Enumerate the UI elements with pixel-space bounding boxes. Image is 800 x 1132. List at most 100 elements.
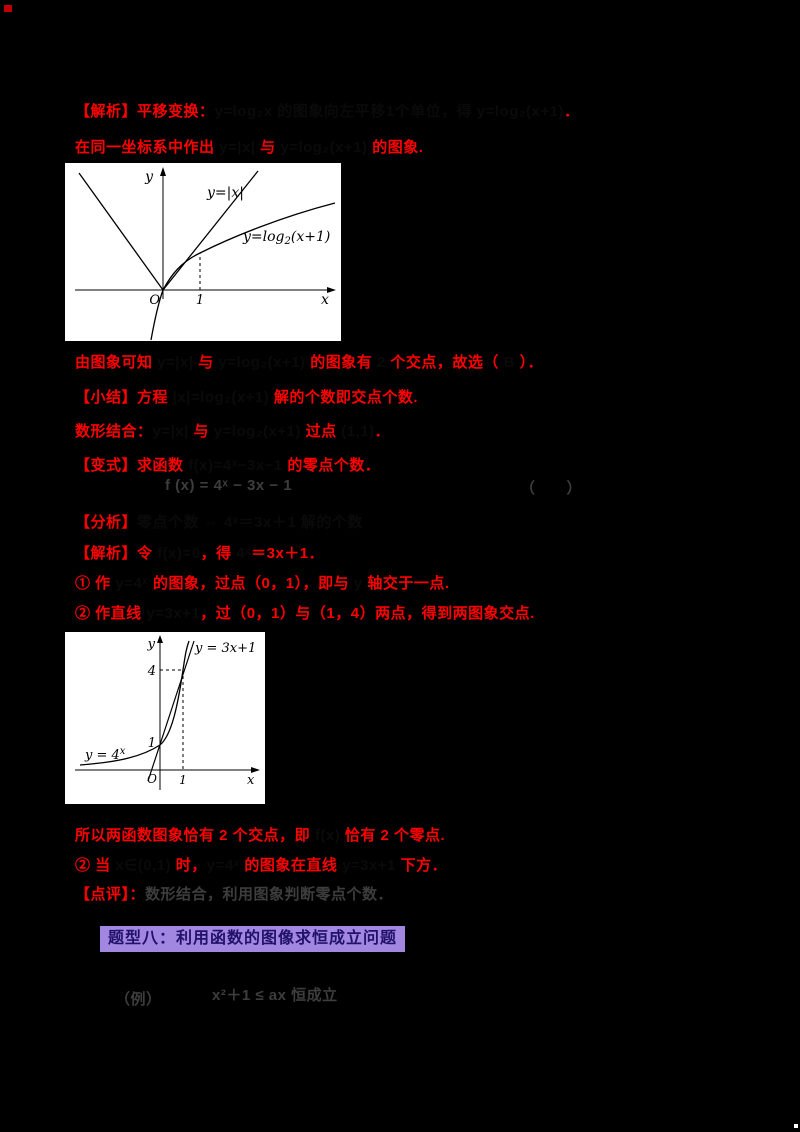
graph-background: [65, 632, 265, 804]
y-axis-label: y: [147, 637, 156, 652]
math-fragment: f(x)=4ˣ−3x−1: [188, 457, 283, 474]
text-fragment: ② 作直线: [75, 605, 147, 622]
math-fragment: y=log₂(x+1): [280, 139, 368, 156]
line-curve-label: y = 3x+1: [194, 641, 256, 656]
tick-1x-label: 1: [179, 773, 187, 787]
x-axis-label: x: [247, 773, 255, 788]
math-fragment: y=|x|: [157, 354, 194, 371]
math-fragment: f(x): [314, 827, 341, 844]
log-label-base: y=log: [242, 229, 285, 245]
graph-abs-vs-log: y x O 1 y=|x| y=log2(x+1): [65, 163, 341, 341]
text-fragment: 数形结合：: [75, 423, 153, 440]
label-jiexi: 【解析】平移变换：: [75, 103, 215, 120]
log-curve-label: y=log2(x+1): [242, 229, 330, 247]
text-fragment: 过点: [300, 423, 342, 440]
text-fragment: 所以两函数图象恰有 2 个交点，即: [75, 827, 315, 844]
section-header: 题型八：利用函数的图像求恒成立问题: [100, 926, 406, 952]
abs-curve-label: y=|x|: [206, 185, 244, 201]
summary-line: 【小结】方程 |x|=log₂(x+1) 解的个数即交点个数.: [75, 386, 418, 407]
result-line: 所以两函数图象恰有 2 个交点，即 f(x) 恰有 2 个零点.: [75, 824, 445, 845]
text-fragment: ① 作: [75, 575, 116, 592]
tick-4-label: 4: [147, 664, 156, 679]
label-xiaojie: 【小结】方程: [75, 389, 173, 406]
text-fragment: 恰有 2 个零点.: [340, 827, 446, 844]
text-fragment: （例）: [115, 991, 162, 1008]
math-fragment: y=4ˣ: [115, 575, 149, 592]
math-fragment: y=3x+1: [146, 605, 201, 622]
step-one-line: ① 作 y=4ˣ 的图象，过点（0，1），即与 y 轴交于一点.: [75, 572, 450, 593]
origin-label: O: [149, 293, 160, 308]
tick-1y-label: 1: [148, 736, 156, 751]
text-fragment: 与: [193, 354, 219, 371]
text-fragment: 下方．: [395, 857, 448, 874]
math-fragment: f(x)=0: [157, 545, 201, 562]
analysis-line-2: 在同一坐标系中作出 y=|x| 与 y=log₂(x+1) 的图象.: [75, 136, 423, 157]
math-fragment: 零点个数 ⇔ 4ˣ＝3x＋1 解的个数: [137, 514, 363, 531]
exp-label-base: y = 4: [84, 748, 120, 763]
graph-exp-vs-line: y y = 3x+1 4 1 y = 4x O 1 x: [65, 632, 265, 804]
text-fragment: 的图象有: [305, 354, 373, 371]
exp-curve-label: y = 4x: [84, 746, 126, 763]
math-fragment: x²＋1 ≤ ax 恒成立: [212, 987, 338, 1004]
abs-curve-left-branch: [78, 172, 164, 291]
text-fragment: 在同一坐标系中作出: [75, 139, 220, 156]
section-header-text: 题型八：利用函数的图像求恒成立问题: [108, 930, 398, 947]
faint-bracket-line: （ ）: [520, 477, 582, 498]
exp-curve: [79, 640, 190, 766]
math-fragment: y=log₂(x+1): [218, 354, 306, 371]
text-fragment: 的零点个数．: [282, 457, 381, 474]
math-fragment: y: [353, 575, 363, 592]
text-fragment: ，得: [200, 545, 237, 562]
text-fragment: ，过（0，1）与（1，4）两点，得到两图象交点.: [200, 605, 535, 622]
label-dianping: 【点评】：: [75, 886, 146, 903]
label-fenxi: 【分析】: [75, 514, 138, 531]
math-fragment: 2: [372, 354, 391, 371]
label-bianshi: 【变式】求函数: [75, 457, 189, 474]
text-fragment: 由图象可知: [75, 354, 158, 371]
analysis-line-1: 【解析】平移变换：y=log₂x 的图象向左平移1个单位，得 y=log₂(x+…: [75, 100, 580, 121]
label-jiexi: 【解析】令: [75, 545, 158, 562]
faint-formula-line: f (x) = 4ˣ − 3x − 1: [165, 477, 292, 494]
text-fragment: 与: [188, 423, 214, 440]
line-curve: [147, 640, 195, 782]
text-fragment: 的图象在直线: [239, 857, 343, 874]
variant-line: 【变式】求函数 f(x)=4ˣ−3x−1 的零点个数．: [75, 454, 380, 475]
x-axis-label: x: [321, 292, 329, 308]
text-fragment: ）．: [519, 354, 544, 371]
y-axis-label: y: [144, 169, 154, 185]
math-fragment: y=|x|: [152, 423, 189, 440]
math-fragment: B: [498, 354, 520, 371]
period: ．: [374, 423, 391, 440]
text-fragment: ② 当: [75, 857, 116, 874]
math-fragment: f (x) = 4ˣ − 3x − 1: [165, 477, 293, 494]
corner-artifact-red: [4, 5, 12, 12]
math-fragment: y=4ˣ: [206, 857, 240, 874]
tick-1-label: 1: [196, 293, 204, 308]
math-fragment: y=log₂x 的图象向左平移1个单位，得 y=log₂(x+1): [214, 103, 564, 120]
conclusion-line: 由图象可知 y=|x| 与 y=log₂(x+1) 的图象有 2 个交点，故选（…: [75, 351, 543, 372]
corner-artifact-white: [794, 1124, 798, 1128]
log-curve: [150, 202, 336, 341]
footer-faint-1: （例）: [115, 988, 162, 1009]
analysis-step-1: 【解析】令 f(x)=0，得 4ˣ＝3x＋1．: [75, 542, 324, 563]
text-fragment: 的图象，过点（0，1），即与: [148, 575, 354, 592]
x-axis-arrow: [251, 767, 260, 773]
analysis-step-0: 【分析】零点个数 ⇔ 4ˣ＝3x＋1 解的个数: [75, 511, 363, 532]
text-fragment: 与: [255, 139, 281, 156]
math-fragment: y=3x+1: [342, 857, 396, 874]
math-fragment: y=|x|: [219, 139, 256, 156]
log-label-arg: (x+1): [291, 229, 330, 245]
math-fragment: y=log₂(x+1): [213, 423, 301, 440]
text-fragment: 解的个数即交点个数.: [269, 389, 419, 406]
log-label-subscript: 2: [284, 236, 291, 247]
method-line: 数形结合：y=|x| 与 y=log₂(x+1) 过点 (1,1)．: [75, 420, 390, 441]
exp-label-superscript: x: [120, 746, 126, 757]
y-axis-arrow: [157, 635, 163, 643]
text-fragment: 数形结合，利用图象判断零点个数．: [145, 886, 394, 903]
math-fragment: (1,1): [341, 423, 375, 440]
abs-curve-right-branch: [162, 170, 259, 291]
math-fragment: x∈(0,1): [115, 857, 172, 874]
period: ．: [564, 103, 580, 120]
y-axis-arrow: [160, 167, 166, 176]
